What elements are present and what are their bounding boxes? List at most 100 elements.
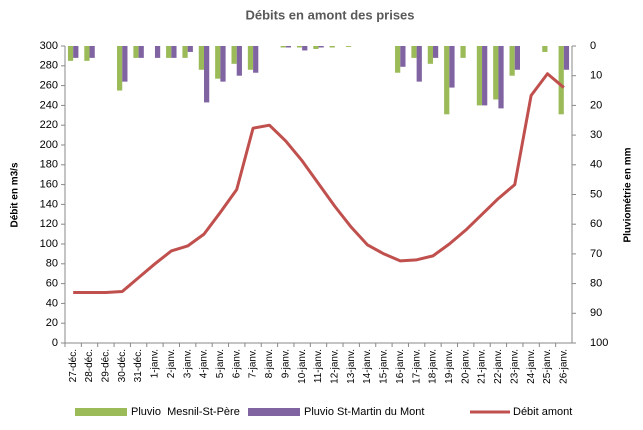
legend-swatch <box>75 408 127 416</box>
y-tick-label: 80 <box>46 258 58 270</box>
x-tick-label: 5-janv. <box>215 349 226 378</box>
bar <box>427 46 433 64</box>
bar <box>133 46 139 58</box>
x-tick-label: 29-déc. <box>101 349 112 382</box>
x-tick-label: 23-janv. <box>509 349 520 384</box>
legend-label: Pluvio Mesnil-St-Père <box>131 406 240 418</box>
x-tick-label: 1-janv. <box>150 349 161 378</box>
y2-tick-label: 20 <box>590 99 602 111</box>
bar <box>542 46 548 52</box>
bar <box>89 46 95 58</box>
y2-tick-label: 60 <box>590 218 602 230</box>
x-tick-label: 11-janv. <box>313 349 324 383</box>
bar <box>198 46 205 70</box>
y-tick-label: 0 <box>52 337 58 349</box>
y-tick-label: 160 <box>40 179 58 191</box>
bar <box>166 46 172 58</box>
bar <box>204 46 210 103</box>
bar <box>482 46 488 106</box>
bar <box>449 46 455 88</box>
bar <box>329 46 335 48</box>
y2-axis-label: Pluviométrie en mm <box>623 147 634 242</box>
y2-tick-label: 90 <box>590 307 602 319</box>
bar <box>296 46 303 48</box>
x-tick-label: 24-janv. <box>526 349 537 384</box>
chart-title: Débits en amont des prises <box>245 7 414 22</box>
line <box>73 72 565 295</box>
bar <box>117 46 123 91</box>
bar <box>345 46 352 47</box>
bar <box>313 46 319 49</box>
x-tick-label: 31-déc. <box>133 349 144 382</box>
bar <box>416 46 422 82</box>
bar <box>171 46 177 58</box>
y2-tick-label: 50 <box>590 188 602 200</box>
bar <box>432 46 439 58</box>
bar <box>84 46 90 61</box>
bar <box>154 46 161 58</box>
bar <box>67 46 74 61</box>
x-tick-label: 9-janv. <box>280 349 291 378</box>
y-tick-label: 120 <box>40 218 58 230</box>
y-tick-label: 180 <box>40 159 58 171</box>
y-tick-label: 240 <box>40 99 58 111</box>
bar <box>73 46 79 58</box>
x-tick-label: 14-janv. <box>362 349 373 384</box>
y-tick-label: 260 <box>40 80 58 92</box>
x-tick-label: 8-janv. <box>264 349 275 378</box>
bar <box>138 46 144 58</box>
x-tick-label: 18-janv. <box>428 349 439 384</box>
bar <box>563 46 570 70</box>
legend-label: Débit amont <box>513 406 572 418</box>
bar <box>476 46 483 106</box>
x-tick-label: 2-janv. <box>166 349 177 378</box>
legend-label: Pluvio St-Martin du Mont <box>304 406 424 418</box>
y-tick-label: 280 <box>40 60 58 72</box>
y-tick-label: 60 <box>46 278 58 290</box>
bar <box>400 46 406 67</box>
y2-tick-label: 70 <box>590 248 602 260</box>
y-tick-label: 220 <box>40 119 58 131</box>
bar <box>285 46 292 48</box>
bar <box>215 46 221 79</box>
x-tick-label: 3-janv. <box>182 349 193 378</box>
bar <box>247 46 254 70</box>
bar <box>498 46 504 109</box>
bar <box>187 46 193 52</box>
bar <box>220 46 226 82</box>
x-tick-label: 16-janv. <box>395 349 406 384</box>
x-tick-label: 6-janv. <box>231 349 242 378</box>
bar <box>231 46 237 64</box>
bar <box>493 46 499 100</box>
y2-tick-label: 30 <box>590 129 602 141</box>
y-tick-label: 100 <box>40 238 58 250</box>
y-tick-label: 200 <box>40 139 58 151</box>
bar <box>460 46 466 58</box>
bar <box>182 46 188 58</box>
bar <box>302 46 308 51</box>
y2-tick-label: 0 <box>590 40 596 52</box>
bar <box>395 46 401 73</box>
bar <box>444 46 450 115</box>
x-tick-label: 28-déc. <box>84 349 95 382</box>
y-tick-label: 40 <box>46 297 58 309</box>
y-tick-label: 140 <box>40 198 58 210</box>
bar <box>318 46 324 48</box>
x-tick-label: 13-janv. <box>346 349 357 384</box>
bar <box>558 46 564 115</box>
y2-tick-label: 10 <box>590 70 602 82</box>
x-tick-label: 15-janv. <box>379 349 390 384</box>
x-tick-label: 4-janv. <box>199 349 210 378</box>
x-tick-label: 19-janv. <box>444 349 455 384</box>
x-tick-label: 26-janv. <box>558 349 569 384</box>
x-tick-label: 22-janv. <box>493 349 504 384</box>
y2-tick-label: 40 <box>590 159 602 171</box>
x-tick-label: 27-déc. <box>68 349 79 382</box>
x-tick-label: 10-janv. <box>297 349 308 384</box>
x-tick-label: 30-déc. <box>117 349 128 382</box>
y2-tick-label: 80 <box>590 278 602 290</box>
y-axis-label: Débit en m3/s <box>10 162 21 227</box>
bar <box>236 46 242 76</box>
x-tick-label: 20-janv. <box>460 349 471 384</box>
